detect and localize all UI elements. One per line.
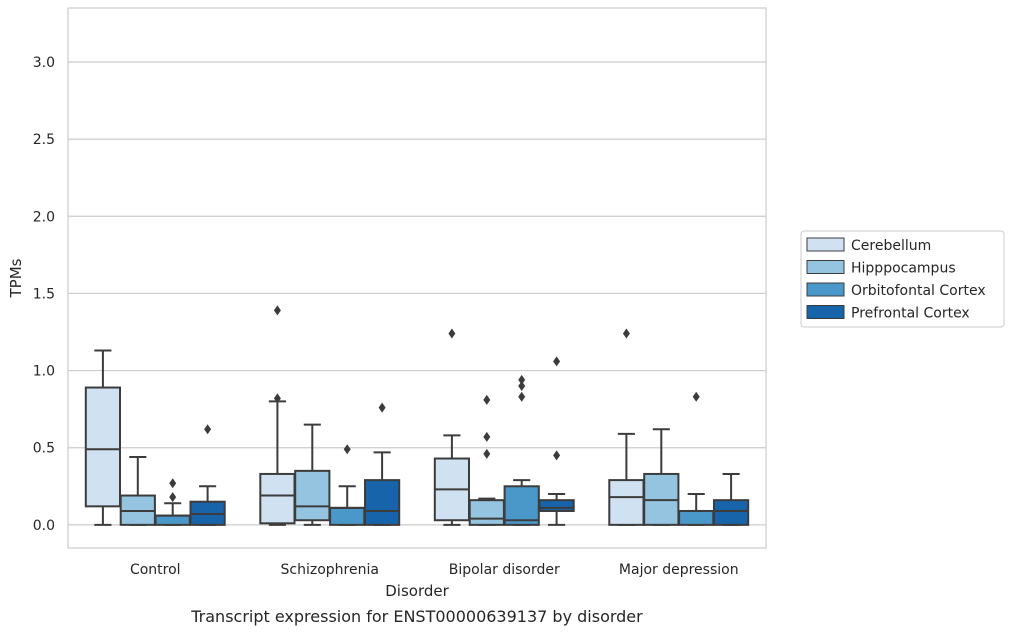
outlier-point — [483, 448, 491, 459]
box-group — [712, 472, 750, 526]
box-iqr — [468, 499, 505, 526]
outlier-point — [692, 391, 700, 402]
outlier-point — [169, 492, 177, 503]
plot-frame — [67, 7, 767, 549]
outlier-point — [553, 450, 561, 461]
box-group — [84, 349, 122, 526]
legend: Cerebellum Hipppocampus Orbitofontal Corte… — [800, 230, 1005, 328]
legend-label: Orbitofontal Cortex — [851, 283, 986, 299]
y-tick-label: 0.5 — [33, 441, 55, 457]
outlier-point — [553, 356, 561, 367]
box-group — [363, 402, 401, 526]
outlier-point — [622, 328, 630, 339]
legend-label: Prefrontal Cortex — [851, 306, 970, 322]
box-iqr — [84, 386, 122, 508]
y-axis-label: TPMs — [7, 258, 25, 298]
outlier-point — [483, 431, 491, 442]
y-tick-label: 1.0 — [33, 364, 55, 380]
x-tick-label: Control — [130, 562, 181, 578]
outlier-point — [518, 381, 526, 391]
y-tick-label: 2.0 — [33, 209, 55, 225]
outlier-point — [448, 328, 456, 339]
outlier-point — [273, 305, 281, 316]
box-iqr — [329, 506, 366, 526]
box-iqr — [538, 499, 575, 512]
outlier-point — [204, 424, 212, 435]
legend-swatch — [806, 237, 845, 252]
outlier-point — [378, 402, 386, 413]
legend-label: Cerebellum — [851, 238, 931, 254]
y-tick-label: 1.5 — [33, 286, 55, 302]
outlier-point — [518, 374, 526, 385]
box-group — [468, 394, 505, 526]
outlier-point — [483, 394, 491, 405]
box-iqr — [503, 485, 540, 526]
box-group — [259, 305, 296, 526]
box-iqr — [363, 479, 401, 526]
outlier-point — [273, 393, 281, 404]
x-tick-label: Major depression — [619, 562, 739, 578]
legend-frame — [800, 230, 1005, 328]
box-iqr — [608, 479, 645, 526]
box-group — [189, 424, 226, 526]
box-group — [678, 391, 715, 526]
box-iqr — [259, 472, 296, 525]
legend-swatch — [806, 305, 845, 319]
outlier-point — [518, 391, 526, 402]
legend-label: Hipppocampus — [851, 261, 956, 277]
legend-swatch — [806, 282, 845, 297]
outlier-point — [343, 444, 351, 455]
x-tick-label: Bipolar disorder — [449, 562, 560, 578]
boxes — [84, 305, 750, 526]
grid-lines — [68, 61, 766, 526]
y-tick-label: 2.5 — [33, 132, 55, 148]
y-tick-label: 0.0 — [33, 518, 55, 534]
box-iqr — [154, 514, 191, 526]
box-iqr — [678, 509, 715, 526]
box-group — [503, 374, 540, 526]
box-group — [329, 444, 366, 526]
box-group — [608, 328, 645, 526]
chart-caption: Transcript expression for ENST0000063913… — [190, 607, 643, 626]
x-tick-label: Schizophrenia — [281, 562, 379, 578]
box-group — [119, 455, 156, 526]
y-tick-label: 3.0 — [33, 55, 55, 71]
legend-swatch — [806, 260, 845, 274]
outlier-point — [169, 478, 177, 489]
box-group — [433, 328, 471, 526]
box-iqr — [294, 469, 331, 522]
box-iqr — [712, 499, 750, 526]
box-group — [538, 356, 575, 526]
box-group — [643, 428, 680, 526]
x-axis-label: Disorder — [385, 582, 449, 600]
box-group — [154, 478, 191, 526]
box-group — [294, 423, 331, 526]
tick-labels: 0.0 0.5 1.0 1.5 2.0 2.5 3.0 Control Schizophreni… — [33, 55, 739, 578]
